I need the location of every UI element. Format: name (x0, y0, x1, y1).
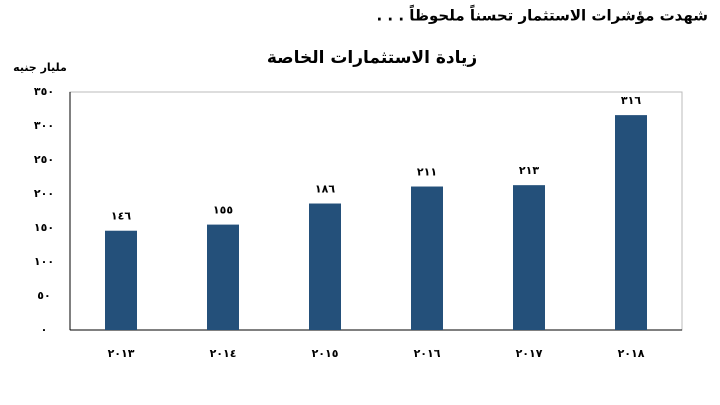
heading: شهدت مؤشرات الاستثمار تحسناً ملحوظاً . .… (376, 4, 708, 24)
x-tick-label: ٢٠١٧ (516, 347, 543, 360)
value-label: ٢١٣ (519, 164, 539, 177)
x-tick-label: ٢٠١٥ (312, 347, 339, 360)
value-label: ١٥٥ (213, 204, 233, 217)
value-label: ١٨٦ (315, 183, 335, 196)
chart-title: زيادة الاستثمارات الخاصة (267, 48, 477, 68)
x-tick-label: ٢٠١٤ (210, 347, 237, 360)
value-label: ٣١٦ (621, 94, 641, 107)
y-tick-label: ٣٠٠ (34, 119, 54, 132)
bar (207, 224, 239, 330)
y-axis-label: مليار جنيه (13, 61, 67, 74)
y-tick-label: ٢٠٠ (34, 187, 54, 200)
y-tick-label: ١٥٠ (34, 221, 54, 234)
x-tick-label: ٢٠١٦ (414, 347, 441, 360)
bar (105, 230, 137, 330)
value-label: ١٤٦ (111, 210, 131, 223)
y-tick-label: ٢٥٠ (34, 153, 54, 166)
y-tick-label: ٠ (41, 323, 48, 336)
plot-frame (69, 91, 683, 331)
value-label: ٢١١ (417, 166, 437, 179)
y-tick-label: ٥٠ (37, 289, 50, 302)
x-tick-label: ٢٠١٨ (618, 347, 645, 360)
y-tick-label: ١٠٠ (34, 255, 54, 268)
bar (513, 185, 545, 330)
bar (309, 203, 341, 330)
bar (615, 115, 647, 331)
x-tick-label: ٢٠١٣ (108, 347, 135, 360)
y-tick-label: ٣٥٠ (34, 85, 54, 98)
bar (411, 186, 443, 330)
